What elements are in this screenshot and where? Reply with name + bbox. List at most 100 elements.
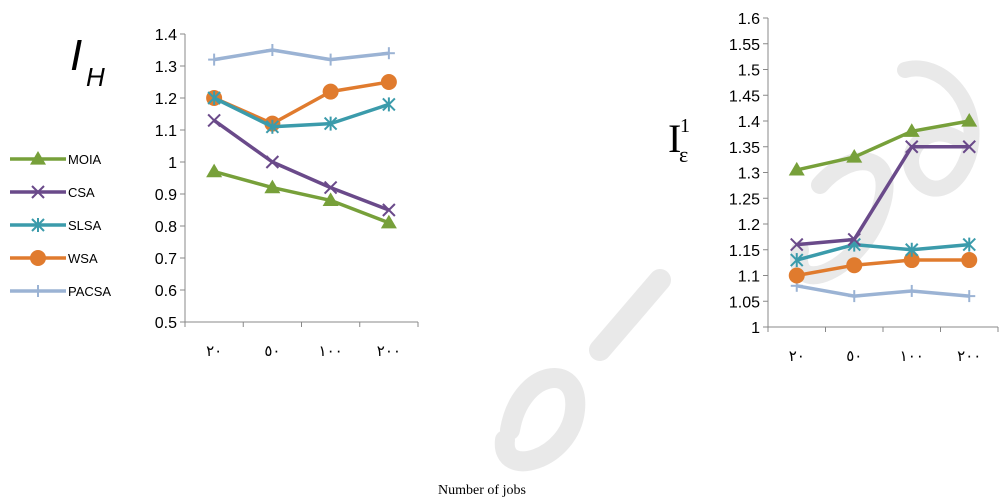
left-point-pacsa [208, 53, 221, 66]
right-line-wsa [796, 258, 970, 278]
left-line-slsa [213, 96, 390, 129]
right-point-moia [788, 161, 805, 176]
right-y-tick-label: 1.5 [738, 63, 760, 80]
right-metric-symbol: I [668, 116, 681, 161]
right-y-tick-label: 1.15 [729, 243, 760, 260]
left-point-moia [264, 179, 281, 194]
left-x-tick-label: ٢٠ [206, 342, 222, 360]
left-point-wsa [380, 74, 397, 90]
left-line-moia [213, 169, 390, 225]
x-marker-stroke-b [323, 180, 338, 195]
legend-swatch-marker [32, 285, 44, 297]
circle-marker [322, 83, 339, 100]
right-point-csa [905, 140, 919, 154]
legend-label: SLSA [68, 218, 102, 233]
triangle-marker [961, 113, 978, 127]
left-line-pacsa [213, 48, 390, 62]
left-y-tick-label: 1.2 [155, 91, 177, 108]
left-series-csa [207, 113, 396, 217]
legend-label: WSA [68, 251, 98, 266]
left-point-slsa [323, 116, 338, 131]
legend: MOIA CSA SLSA WSA PACSA [10, 151, 111, 299]
legend-swatch-marker [31, 185, 45, 199]
right-point-pacsa [905, 284, 918, 297]
x-marker-stroke-b [962, 140, 976, 154]
left-series-pacsa [208, 44, 395, 66]
left-series-slsa [207, 91, 396, 134]
right-point-pacsa [848, 290, 861, 303]
right-series-pacsa [790, 279, 976, 303]
left-y-tick-label: 0.5 [155, 315, 177, 332]
left-x-tick-label: ١٠٠ [319, 342, 343, 360]
left-point-csa [382, 203, 396, 217]
right-point-moia [903, 123, 920, 137]
left-metric-subscript: H [86, 62, 105, 92]
left-x-tick-label: ٥٠ [264, 342, 280, 360]
left-x-tick-label: ٢٠٠ [377, 342, 401, 360]
left-y-tick-label: 0.7 [155, 251, 177, 268]
right-y-tick-label: 1.25 [729, 191, 760, 208]
left-point-pacsa [324, 53, 337, 66]
left-y-tick-label: 1.1 [155, 123, 177, 140]
right-y-tick-label: 1.45 [729, 88, 760, 105]
triangle-marker [380, 214, 397, 229]
legend-item-csa: CSA [10, 185, 95, 200]
right-y-tick-label: 1.1 [738, 269, 760, 286]
right-point-wsa [903, 252, 920, 269]
x-marker-stroke-b [207, 113, 221, 128]
left-point-csa [323, 180, 338, 195]
legend-item-moia: MOIA [10, 151, 102, 167]
right-point-moia [846, 149, 863, 163]
right-y-tick-label: 1.05 [729, 294, 760, 311]
left-point-moia [380, 214, 397, 229]
left-chart-axes: 0.5 0.6 0.7 0.8 0.9 1 1.1 1.2 1.3 1.4 ٢٠ ٥٠ ١٠٠ ٢٠٠ [155, 27, 419, 360]
right-y-tick-label: 1 [751, 320, 760, 337]
right-point-slsa [905, 242, 919, 257]
right-metric-subscript: ε [679, 142, 688, 167]
right-y-tick-label: 1.55 [729, 37, 760, 54]
legend-swatch-marker [31, 218, 45, 232]
right-x-tick-label: ٥٠ [846, 347, 862, 365]
right-y-tick-label: 1.4 [738, 114, 760, 131]
triangle-marker [264, 179, 281, 194]
left-series-wsa [206, 74, 397, 132]
right-point-csa [790, 237, 804, 252]
circle-marker [788, 267, 805, 284]
left-line-wsa [213, 80, 390, 126]
left-y-tick-label: 0.9 [155, 187, 177, 204]
circle-marker [380, 74, 397, 90]
right-point-slsa [962, 237, 976, 252]
right-y-tick-label: 1.3 [738, 166, 760, 183]
right-y-tick-label: 1.2 [738, 217, 760, 234]
triangle-marker [903, 123, 920, 137]
right-line-csa [796, 145, 970, 247]
left-point-wsa [322, 83, 339, 100]
right-line-slsa [796, 242, 970, 262]
right-series-wsa [788, 252, 978, 284]
right-point-csa [962, 140, 976, 154]
left-point-pacsa [382, 47, 395, 60]
right-y-tick-label: 1.6 [738, 11, 760, 28]
left-y-tick-label: 0.8 [155, 219, 177, 236]
circle-marker [903, 252, 920, 269]
right-x-tick-label: ٢٠٠ [957, 347, 981, 365]
left-y-tick-label: 1.3 [155, 59, 177, 76]
triangle-marker [846, 149, 863, 163]
x-marker-stroke-b [905, 140, 919, 154]
left-point-moia [322, 192, 339, 206]
left-chart: 0.5 0.6 0.7 0.8 0.9 1 1.1 1.2 1.3 1.4 ٢٠ ٥٠ ١٠٠ ٢٠٠ [155, 27, 419, 360]
x-marker-stroke-b [265, 155, 280, 169]
legend-swatch-marker [30, 250, 46, 266]
left-point-moia [206, 163, 223, 178]
right-point-wsa [788, 267, 805, 284]
left-line-csa [213, 118, 390, 212]
right-series-slsa [790, 237, 976, 268]
circle-marker [30, 250, 46, 266]
right-chart-series [788, 113, 978, 303]
left-y-tick-label: 1 [168, 155, 177, 172]
left-series-moia [206, 163, 397, 229]
right-series-csa [790, 140, 976, 252]
left-point-slsa [207, 91, 221, 105]
left-point-slsa [382, 97, 396, 112]
